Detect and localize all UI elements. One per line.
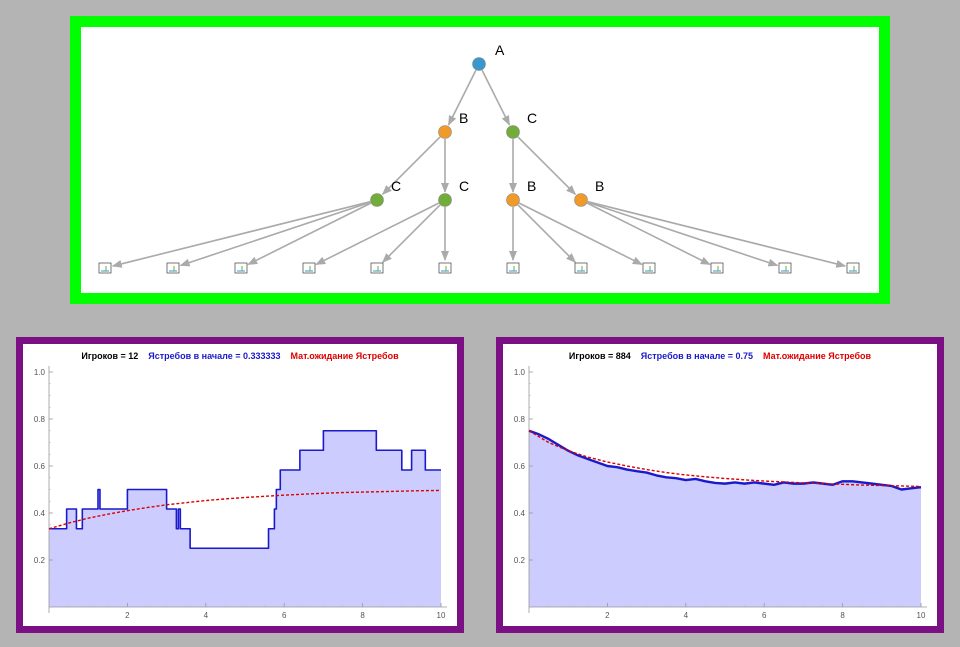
- x-tick-label: 10: [917, 611, 926, 620]
- chart-svg-884: Игроков = 884 Ястребов в начале = 0.75 Мат…: [514, 351, 927, 620]
- series-area-fill: [529, 430, 921, 607]
- tree-leaf-L12: [846, 262, 860, 274]
- x-tick-label: 4: [684, 611, 689, 620]
- tree-node-B2: [506, 193, 520, 207]
- y-tick-label: 0.2: [34, 556, 46, 565]
- y-tick-label: 0.4: [514, 509, 526, 518]
- y-tick-label: 0.8: [514, 415, 526, 424]
- tree-leaf-L11: [778, 262, 792, 274]
- chart-title-part-2: Мат.ожидание Ястребов: [291, 351, 400, 361]
- tree-leaf-L3: [234, 262, 248, 274]
- tree-node-B3: [574, 193, 588, 207]
- tree-edge-B3-L12: [587, 200, 847, 268]
- x-tick-label: 10: [437, 611, 446, 620]
- tree-node-C3: [438, 193, 452, 207]
- tree-edge-C3-L4: [315, 202, 440, 266]
- tree-edge-C3-L5: [381, 204, 441, 264]
- y-tick-label: 0.6: [514, 462, 526, 471]
- tree-edge-C2-L2: [179, 201, 371, 267]
- tree-edge-C1-B3: [517, 136, 577, 196]
- tree-edge-A-C1: [481, 69, 511, 126]
- y-tick-label: 0.8: [34, 415, 46, 424]
- x-tick-label: 6: [282, 611, 287, 620]
- tree-edge-B2-L8: [517, 204, 577, 264]
- chart-title-part-2: Мат.ожидание Ястребов: [763, 351, 872, 361]
- tree-leaf-L4: [302, 262, 316, 274]
- chart-title-part-1: Ястребов в начале = 0.75: [641, 351, 753, 361]
- y-tick-label: 0.6: [34, 462, 46, 471]
- x-tick-label: 6: [762, 611, 767, 620]
- tree-edge-A-B1: [447, 69, 477, 126]
- tree-node-B1: [438, 125, 452, 139]
- tree-edge-B3-L10: [586, 202, 711, 266]
- tree-edge-C2-L3: [247, 202, 372, 266]
- tree-leaf-L7: [506, 262, 520, 274]
- tree-node-label-B2: B: [527, 178, 536, 194]
- series-line-hawks: [528, 429, 922, 491]
- tree-node-label-C3: C: [459, 178, 469, 194]
- x-tick-label: 8: [840, 611, 845, 620]
- tree-node-A: [472, 57, 486, 71]
- chart-title-part-0: Игроков = 884: [569, 351, 631, 361]
- tree-leaf-L2: [166, 262, 180, 274]
- tree-node-label-B3: B: [595, 178, 604, 194]
- chart-title-part-1: Ястребов в начале = 0.333333: [148, 351, 280, 361]
- tree-leaf-L10: [710, 262, 724, 274]
- series-area-fill: [49, 430, 441, 607]
- tree-leaf-L5: [370, 262, 384, 274]
- chart-players-884: Игроков = 884 Ястребов в начале = 0.75 Мат…: [496, 337, 944, 633]
- game-tree: A B C C C B B: [98, 42, 860, 274]
- tree-leaf-L6: [438, 262, 452, 274]
- chart-title-part-0: Игроков = 12: [81, 351, 138, 361]
- x-tick-label: 4: [204, 611, 209, 620]
- y-tick-label: 0.2: [514, 556, 526, 565]
- y-tick-label: 1.0: [514, 368, 526, 377]
- tree-node-label-C2: C: [391, 178, 401, 194]
- chart-svg-12: Игроков = 12 Ястребов в начале = 0.333333…: [34, 351, 447, 620]
- tree-edge-B3-L11: [587, 201, 779, 267]
- y-tick-label: 0.4: [34, 509, 46, 518]
- x-tick-label: 2: [125, 611, 130, 620]
- tree-leaf-L9: [642, 262, 656, 274]
- series-line-hawks: [49, 429, 441, 550]
- tree-node-label-C1: C: [527, 110, 537, 126]
- x-tick-label: 2: [605, 611, 610, 620]
- tree-leaf-L8: [574, 262, 588, 274]
- tree-node-C1: [506, 125, 520, 139]
- chart-players-12: Игроков = 12 Ястребов в начале = 0.333333…: [16, 337, 464, 633]
- tree-node-label-A: A: [495, 42, 505, 58]
- tree-edge-B1-C2: [381, 136, 441, 196]
- chart-title: Игроков = 12 Ястребов в начале = 0.333333…: [81, 351, 399, 361]
- x-tick-label: 8: [360, 611, 365, 620]
- expected-line: [48, 489, 442, 530]
- chart-title: Игроков = 884 Ястребов в начале = 0.75 Мат…: [569, 351, 872, 361]
- tree-edge-C2-L1: [111, 200, 371, 268]
- tree-edge-B2-L9: [518, 202, 643, 266]
- tree-leaf-L1: [98, 262, 112, 274]
- expected-line: [528, 430, 922, 488]
- tree-node-C2: [370, 193, 384, 207]
- tree-node-label-B1: B: [459, 110, 468, 126]
- y-tick-label: 1.0: [34, 368, 46, 377]
- game-tree-panel: A B C C C B B: [70, 16, 890, 304]
